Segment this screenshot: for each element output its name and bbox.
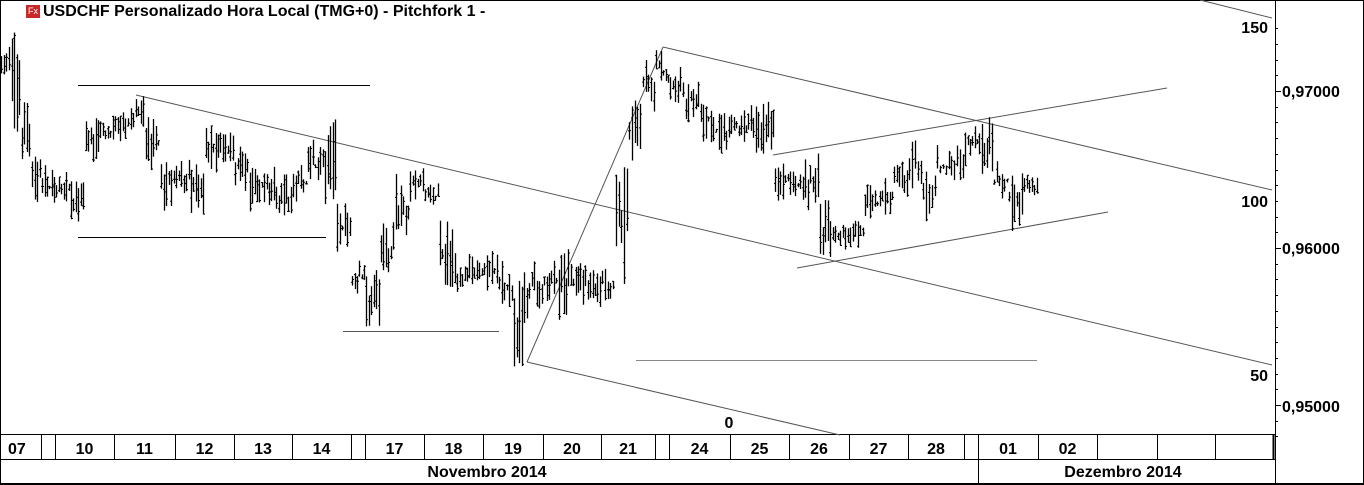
day-label: 13 (254, 441, 272, 458)
price-bars (0, 32, 1039, 367)
pitchfork-level-label: 150 (1241, 20, 1268, 37)
chart-title: Fx USDCHF Personalizado Hora Local (TMG+… (26, 3, 646, 23)
day-label: 18 (445, 441, 463, 458)
day-label: 01 (999, 441, 1017, 458)
day-label: 24 (691, 441, 709, 458)
day-label: 20 (563, 441, 581, 458)
pitchfork-level-label: 50 (1250, 368, 1268, 385)
chart-title-text: USDCHF Personalizado Hora Local (TMG+0) … (43, 3, 486, 20)
day-label: 19 (504, 441, 522, 458)
pitchfork-level-label: 0 (725, 415, 734, 432)
day-label: 12 (196, 441, 214, 458)
price-axis-ticks (1275, 28, 1281, 437)
day-label: 11 (136, 441, 153, 458)
price-tick-label: 0,96000 (1282, 241, 1340, 258)
price-tick-label: 0,95000 (1282, 399, 1340, 416)
channel-lower-line[interactable] (796, 211, 1109, 269)
pitchfork-level-label: 100 (1241, 194, 1268, 211)
day-label: 07 (8, 441, 26, 458)
price-tick-label: 0,97000 (1282, 84, 1340, 101)
day-label: 25 (751, 441, 769, 458)
day-label: 26 (810, 441, 828, 458)
month-label: Novembro 2014 (427, 464, 546, 481)
day-label: 14 (313, 441, 331, 458)
month-label: Dezembro 2014 (1064, 464, 1181, 481)
fx-logo-icon: Fx (26, 5, 40, 18)
pitchfork-tine-100[interactable] (662, 46, 1273, 191)
price-axis-labels: 0,97000 0,96000 0,95000 (1282, 84, 1340, 416)
day-label: 21 (619, 441, 637, 458)
day-label: 10 (76, 441, 94, 458)
day-label: 27 (870, 441, 888, 458)
day-label: 28 (927, 441, 945, 458)
time-axis[interactable]: 07 10 11 12 13 14 17 18 19 20 21 24 25 26 27 28 01 02 Nove… (8, 434, 1216, 484)
pitchfork-tine-150[interactable] (1199, 0, 1273, 19)
pitchfork-tine-50[interactable] (135, 94, 1273, 366)
day-label: 02 (1059, 441, 1077, 458)
drawing-tools[interactable] (78, 0, 1273, 436)
pitchfork-tine-0[interactable] (526, 361, 841, 436)
day-label: 17 (386, 441, 404, 458)
channel-upper-line[interactable] (772, 87, 1168, 156)
